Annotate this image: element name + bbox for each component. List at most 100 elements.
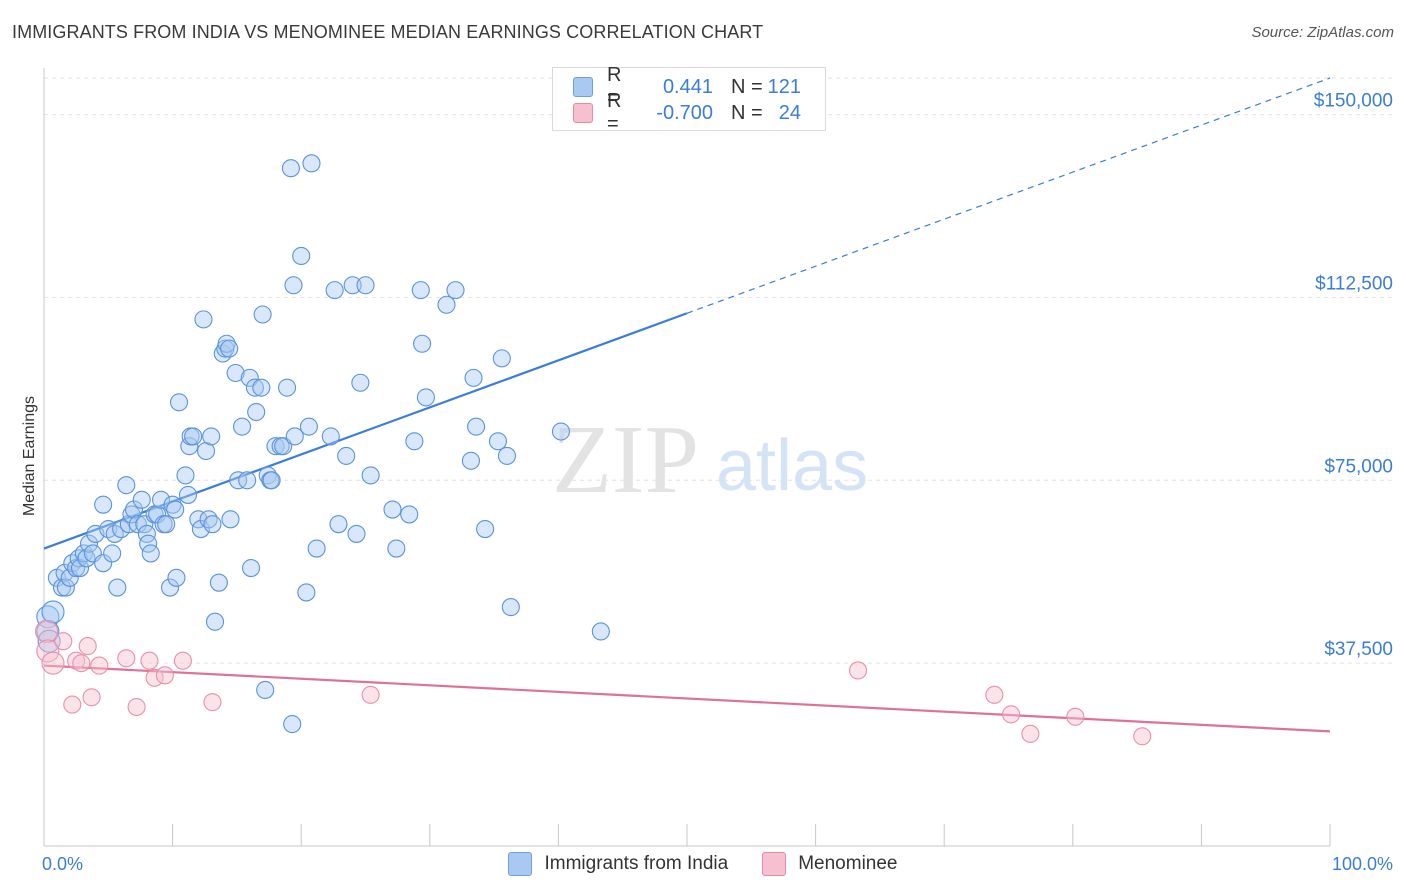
india-point xyxy=(124,500,144,519)
india-point xyxy=(464,368,483,387)
india-point xyxy=(160,578,180,597)
stats-legend: R = 0.441 N = 121 R = -0.700 N = 24 xyxy=(552,64,826,135)
india-point xyxy=(253,305,272,324)
india-point xyxy=(591,622,610,641)
india-point xyxy=(176,466,195,485)
r-value: 0.441 xyxy=(662,75,713,98)
india-point xyxy=(132,490,151,509)
india-point xyxy=(202,427,221,446)
menominee-point xyxy=(140,651,159,670)
india-point xyxy=(151,490,171,509)
r-value: -0.700 xyxy=(656,101,713,124)
menominee-point xyxy=(63,695,82,714)
india-point xyxy=(476,519,495,539)
india-point xyxy=(281,159,300,178)
legend-label: Menominee xyxy=(798,853,898,874)
y-tick-label: $75,000 xyxy=(1324,456,1393,477)
india-point xyxy=(283,715,302,734)
menominee-point xyxy=(117,649,136,668)
x-tick-label: 100.0% xyxy=(1332,854,1393,874)
watermark: ZIP atlas xyxy=(552,406,868,514)
india-point xyxy=(356,276,375,295)
india-point xyxy=(387,539,406,558)
india-point xyxy=(180,437,199,456)
india-point xyxy=(266,437,285,456)
axes xyxy=(43,68,1331,847)
india-point xyxy=(411,281,430,300)
india-point xyxy=(220,339,239,358)
india-point xyxy=(148,505,167,524)
india-point xyxy=(400,505,419,524)
r-label: R = xyxy=(607,90,622,135)
india-point xyxy=(41,600,65,624)
india-point xyxy=(337,446,356,465)
india-point xyxy=(492,349,511,368)
trend-line-solid xyxy=(43,312,688,550)
menominee-point xyxy=(82,688,101,707)
india-point xyxy=(405,432,424,451)
menominee-point xyxy=(41,651,65,675)
y-tick-label: $150,000 xyxy=(1314,91,1393,112)
india-point xyxy=(437,295,456,314)
india-point xyxy=(247,402,266,422)
india-point xyxy=(416,388,435,407)
x-tick-labels: 0.0% 100.0% xyxy=(42,854,1393,874)
india-point xyxy=(103,544,122,563)
legend-item-menominee[interactable]: Menominee xyxy=(762,852,898,876)
india-point xyxy=(191,519,210,539)
india-point xyxy=(79,534,99,553)
india-point xyxy=(297,583,316,602)
india-point xyxy=(329,515,348,534)
india-point xyxy=(232,417,252,436)
y-tick-labels: $37,500 $75,000 $112,500 $150,000 xyxy=(1314,91,1393,661)
trend-lines xyxy=(43,77,1331,733)
india-point xyxy=(108,578,127,597)
trend-line-dashed xyxy=(686,77,1331,314)
india-point xyxy=(209,573,228,592)
india-point xyxy=(94,554,113,573)
india-point xyxy=(351,373,370,392)
menominee-point xyxy=(361,685,380,704)
india-point xyxy=(169,393,189,412)
india-point xyxy=(274,437,293,456)
n-label: N = xyxy=(731,101,763,124)
menominee-point xyxy=(1133,727,1152,746)
legend-row-india: R = 0.441 N = 121 xyxy=(573,64,801,109)
india-point xyxy=(302,154,321,173)
chart-title: IMMIGRANTS FROM INDIA VS MENOMINEE MEDIA… xyxy=(12,22,764,42)
trend-line-solid xyxy=(43,664,1331,733)
india-point xyxy=(241,559,261,578)
menominee-point xyxy=(35,619,59,643)
n-value: 24 xyxy=(778,101,801,124)
india-point xyxy=(221,510,240,529)
india-point xyxy=(278,378,297,397)
india-point xyxy=(70,559,90,578)
india-point xyxy=(56,578,75,597)
india-point xyxy=(292,246,311,266)
india-swatch xyxy=(508,852,533,876)
legend-item-india[interactable]: Immigrants from India xyxy=(508,852,728,876)
india-point xyxy=(238,471,257,490)
menominee-point xyxy=(36,639,60,663)
india-point xyxy=(157,515,176,534)
india-point xyxy=(467,417,486,436)
india-point xyxy=(262,471,281,490)
india-point xyxy=(203,515,222,534)
menominee-point xyxy=(173,651,192,670)
y-tick-label: $112,500 xyxy=(1315,273,1393,294)
india-point xyxy=(240,368,259,387)
india-point xyxy=(551,422,571,441)
menominee-point xyxy=(203,693,222,712)
india-point xyxy=(217,334,236,353)
india-point xyxy=(184,427,203,446)
india-point xyxy=(325,281,344,300)
india-point xyxy=(383,500,402,519)
india-point xyxy=(205,612,225,631)
india-point xyxy=(501,598,520,617)
india-point xyxy=(94,495,113,514)
watermark-zip: ZIP xyxy=(552,406,699,514)
india-point xyxy=(194,310,213,329)
india-point xyxy=(497,446,517,465)
menominee-point xyxy=(72,654,91,673)
